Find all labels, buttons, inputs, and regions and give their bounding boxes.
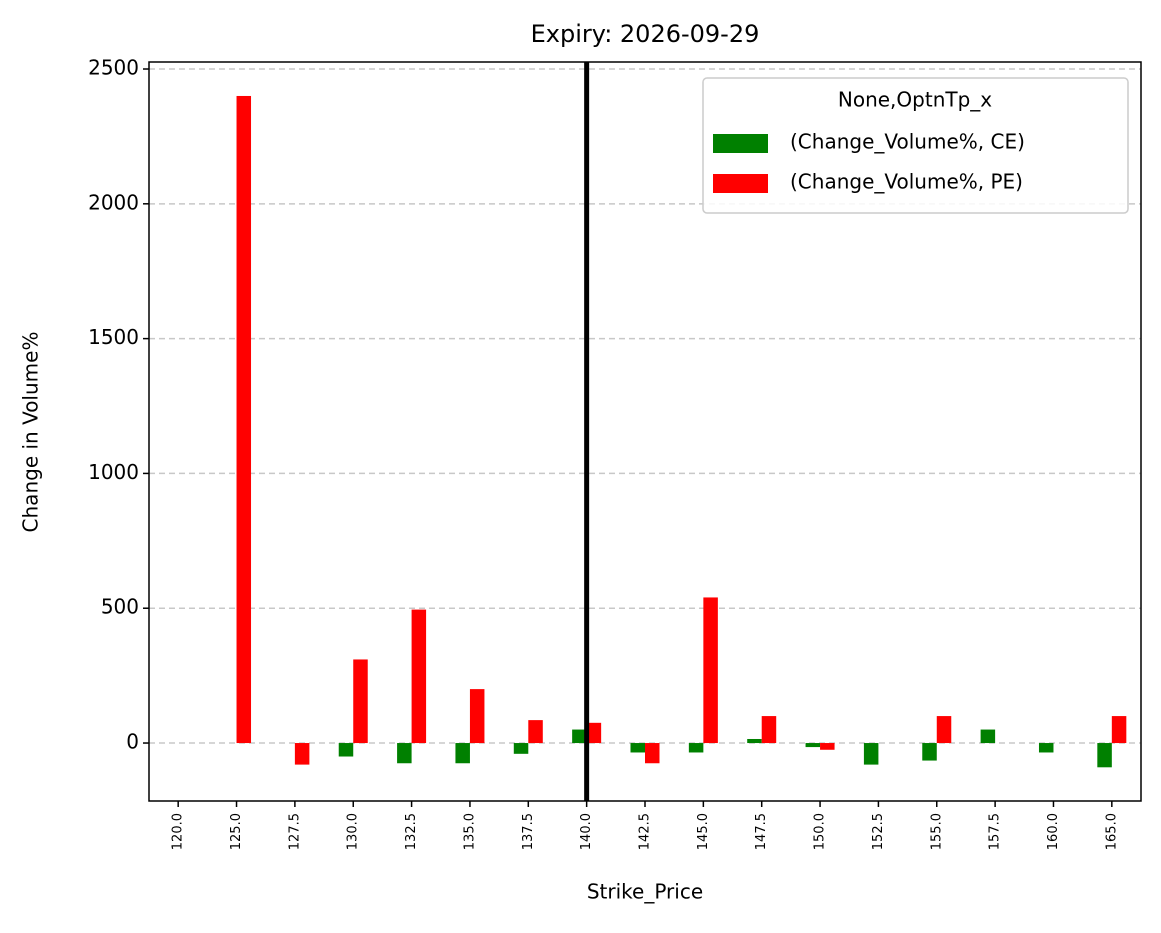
y-axis-label: Change in Volume% xyxy=(19,332,43,533)
bar xyxy=(294,743,310,765)
bar xyxy=(513,743,529,754)
x-tick-label: 132.5 xyxy=(404,813,419,850)
legend-label: (Change_Volume%, CE) xyxy=(790,130,1025,154)
bar xyxy=(747,738,762,744)
bar xyxy=(455,743,470,764)
legend-title: None,OptnTp_x xyxy=(838,88,992,112)
x-tick-label: 152.5 xyxy=(871,813,886,850)
bar xyxy=(236,95,252,744)
bar xyxy=(761,716,777,744)
y-tick-label: 500 xyxy=(101,595,139,619)
x-tick-label: 120.0 xyxy=(171,813,186,850)
bar xyxy=(397,743,412,764)
y-tick-label: 0 xyxy=(126,730,139,754)
x-tick-label: 160.0 xyxy=(1046,813,1061,850)
bar xyxy=(922,743,937,761)
x-tick-label: 127.5 xyxy=(287,813,302,850)
x-tick-label: 137.5 xyxy=(521,813,536,850)
bar xyxy=(469,689,485,744)
bar xyxy=(863,743,879,765)
bar xyxy=(936,716,952,744)
bar xyxy=(528,720,543,744)
x-tick-label: 150.0 xyxy=(813,813,828,850)
bar xyxy=(1097,743,1112,768)
y-tick-label: 2000 xyxy=(88,190,139,214)
y-tick-label: 1500 xyxy=(88,325,139,349)
x-tick-label: 142.5 xyxy=(638,813,653,850)
bar xyxy=(1038,743,1054,753)
x-tick-label: 140.0 xyxy=(579,813,594,850)
legend-label: (Change_Volume%, PE) xyxy=(790,170,1023,194)
bar xyxy=(353,659,368,744)
bar xyxy=(572,729,587,744)
bar xyxy=(630,743,645,753)
y-tick-label: 2500 xyxy=(88,56,139,80)
bar xyxy=(703,597,718,744)
x-tick-label: 157.5 xyxy=(988,813,1003,850)
x-tick-label: 155.0 xyxy=(929,813,944,850)
bar xyxy=(980,729,996,744)
bar xyxy=(820,743,835,750)
legend-swatch xyxy=(713,134,768,153)
x-tick-label: 135.0 xyxy=(462,813,477,850)
x-tick-label: 125.0 xyxy=(229,813,244,850)
bar xyxy=(645,743,660,764)
bar xyxy=(805,743,821,748)
bar xyxy=(688,743,704,753)
bar xyxy=(338,743,354,757)
bar xyxy=(1111,716,1127,744)
chart-title: Expiry: 2026-09-29 xyxy=(531,20,760,48)
y-tick-label: 1000 xyxy=(88,460,139,484)
legend-box xyxy=(702,77,1129,214)
x-axis-label: Strike_Price xyxy=(587,880,703,904)
x-tick-label: 130.0 xyxy=(346,813,361,850)
bar xyxy=(411,609,427,744)
x-tick-label: 145.0 xyxy=(696,813,711,850)
x-tick-label: 165.0 xyxy=(1104,813,1119,850)
x-tick-label: 147.5 xyxy=(754,813,769,850)
bar xyxy=(586,722,602,744)
plot-frame xyxy=(148,61,1142,802)
legend-swatch xyxy=(713,174,768,193)
